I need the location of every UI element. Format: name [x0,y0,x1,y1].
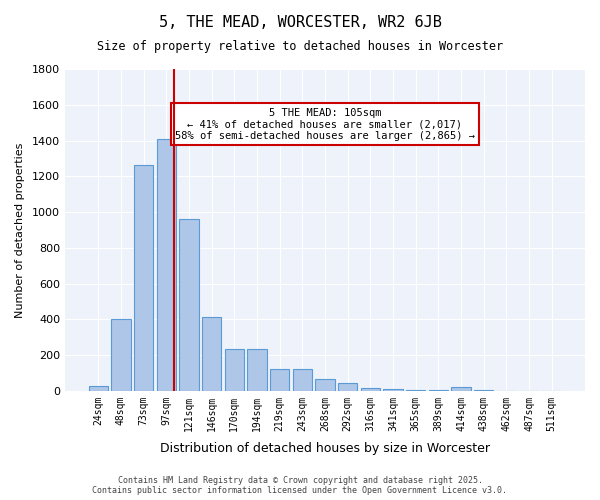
Bar [224,349,244,391]
Bar [361,388,380,391]
Bar [338,382,357,391]
Bar [157,138,176,391]
Bar [179,219,199,391]
Bar [134,164,153,391]
Y-axis label: Number of detached properties: Number of detached properties [15,142,25,318]
Text: Size of property relative to detached houses in Worcester: Size of property relative to detached ho… [97,40,503,53]
Bar [474,390,493,391]
Bar [406,390,425,391]
Bar [451,387,470,391]
Text: Contains HM Land Registry data © Crown copyright and database right 2025.
Contai: Contains HM Land Registry data © Crown c… [92,476,508,495]
Text: 5, THE MEAD, WORCESTER, WR2 6JB: 5, THE MEAD, WORCESTER, WR2 6JB [158,15,442,30]
Bar [383,389,403,391]
X-axis label: Distribution of detached houses by size in Worcester: Distribution of detached houses by size … [160,442,490,455]
Bar [89,386,108,391]
Bar [111,320,131,391]
Bar [202,316,221,391]
Bar [270,370,289,391]
Bar [247,349,266,391]
Bar [293,370,312,391]
Bar [316,379,335,391]
Text: 5 THE MEAD: 105sqm
← 41% of detached houses are smaller (2,017)
58% of semi-deta: 5 THE MEAD: 105sqm ← 41% of detached hou… [175,108,475,141]
Bar [429,390,448,391]
